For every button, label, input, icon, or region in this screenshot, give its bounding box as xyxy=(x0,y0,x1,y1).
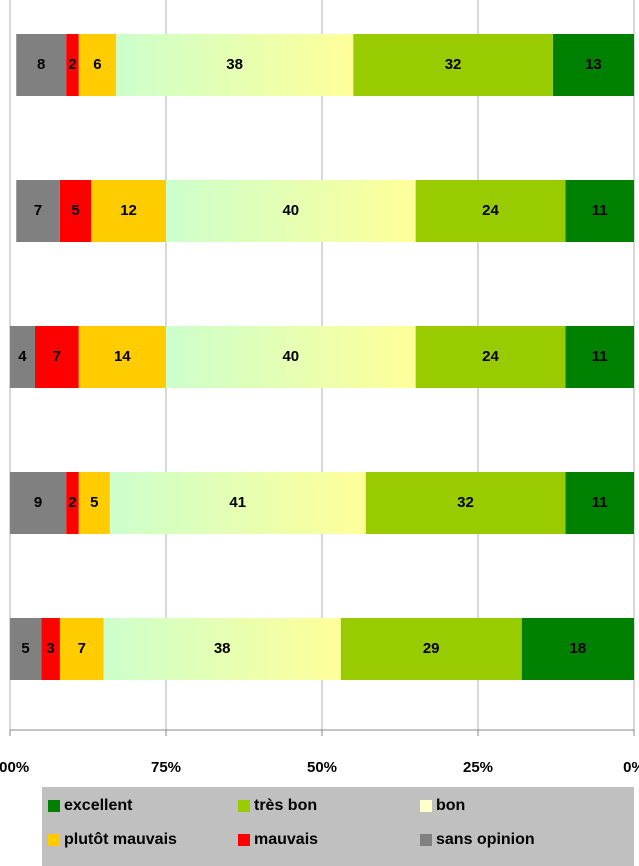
bar-segment xyxy=(565,180,634,242)
value-label: 12 xyxy=(120,202,137,219)
bar-segment xyxy=(166,326,416,388)
bar-segment xyxy=(59,180,92,242)
value-label: 8 xyxy=(37,56,45,73)
bar-segment xyxy=(10,618,42,680)
bar-segment xyxy=(365,472,566,534)
bar-segment xyxy=(10,326,35,388)
bar-segment xyxy=(103,618,341,680)
legend-swatch xyxy=(238,800,250,812)
legend-swatch xyxy=(48,834,60,846)
value-label: 4 xyxy=(18,348,27,365)
value-label: 11 xyxy=(592,202,608,219)
value-label: 5 xyxy=(21,640,29,657)
value-label: 11 xyxy=(592,348,608,365)
value-label: 7 xyxy=(53,348,61,365)
legend-label: bon xyxy=(436,797,465,814)
value-label: 5 xyxy=(71,202,79,219)
value-label: 2 xyxy=(68,56,76,73)
value-label: 7 xyxy=(34,202,42,219)
bar-segment xyxy=(565,326,634,388)
bar-segment xyxy=(41,618,60,680)
value-label: 9 xyxy=(34,494,42,511)
bar-segment xyxy=(34,326,79,388)
legend-swatch xyxy=(420,800,432,812)
legend-label: très bon xyxy=(254,797,317,814)
bar-segment xyxy=(16,180,60,242)
value-label: 18 xyxy=(569,640,586,657)
bar-segment xyxy=(10,472,67,534)
x-tick-label: 0% xyxy=(623,759,639,776)
value-label: 38 xyxy=(226,56,243,73)
legend-swatch xyxy=(420,834,432,846)
value-label: 24 xyxy=(482,348,499,365)
x-tick-label: 50% xyxy=(307,759,337,776)
bar-segment xyxy=(415,180,566,242)
legend-label: mauvais xyxy=(254,831,318,848)
bar-segment xyxy=(340,618,522,680)
value-label: 41 xyxy=(229,494,246,511)
value-label: 40 xyxy=(282,348,299,365)
bar-segment xyxy=(109,472,366,534)
value-label: 5 xyxy=(90,494,98,511)
bar-segment xyxy=(166,180,416,242)
bar-segment xyxy=(59,618,104,680)
legend-label: plutôt mauvais xyxy=(64,831,177,848)
x-tick-label: 25% xyxy=(463,759,493,776)
bar-segment xyxy=(565,472,634,534)
x-tick-label: 100% xyxy=(0,759,29,776)
value-label: 2 xyxy=(68,494,76,511)
bar-segment xyxy=(66,34,79,96)
bar-segment xyxy=(415,326,566,388)
value-label: 7 xyxy=(78,640,86,657)
value-label: 13 xyxy=(585,56,602,73)
value-label: 38 xyxy=(214,640,231,657)
bar-segment xyxy=(521,618,634,680)
legend-box xyxy=(42,787,634,866)
value-label: 40 xyxy=(282,202,299,219)
value-label: 24 xyxy=(482,202,499,219)
legend-label: sans opinion xyxy=(436,831,535,848)
value-label: 3 xyxy=(46,640,54,657)
bar-segment xyxy=(91,180,166,242)
bar-segment xyxy=(78,472,110,534)
value-label: 32 xyxy=(445,56,462,73)
value-label: 29 xyxy=(423,640,440,657)
bar-segment xyxy=(16,34,67,96)
bar-segment xyxy=(66,472,79,534)
value-label: 32 xyxy=(457,494,474,511)
value-label: 14 xyxy=(114,348,131,365)
bar-segment xyxy=(116,34,354,96)
bar-segment xyxy=(353,34,553,96)
value-label: 6 xyxy=(93,56,101,73)
x-tick-label: 75% xyxy=(151,759,181,776)
bar-segment xyxy=(78,326,166,388)
bar-segment xyxy=(552,34,634,96)
legend-label: excellent xyxy=(64,797,133,814)
legend-swatch xyxy=(238,834,250,846)
bar-segment xyxy=(78,34,117,96)
legend-swatch xyxy=(48,800,60,812)
value-label: 11 xyxy=(592,494,608,511)
